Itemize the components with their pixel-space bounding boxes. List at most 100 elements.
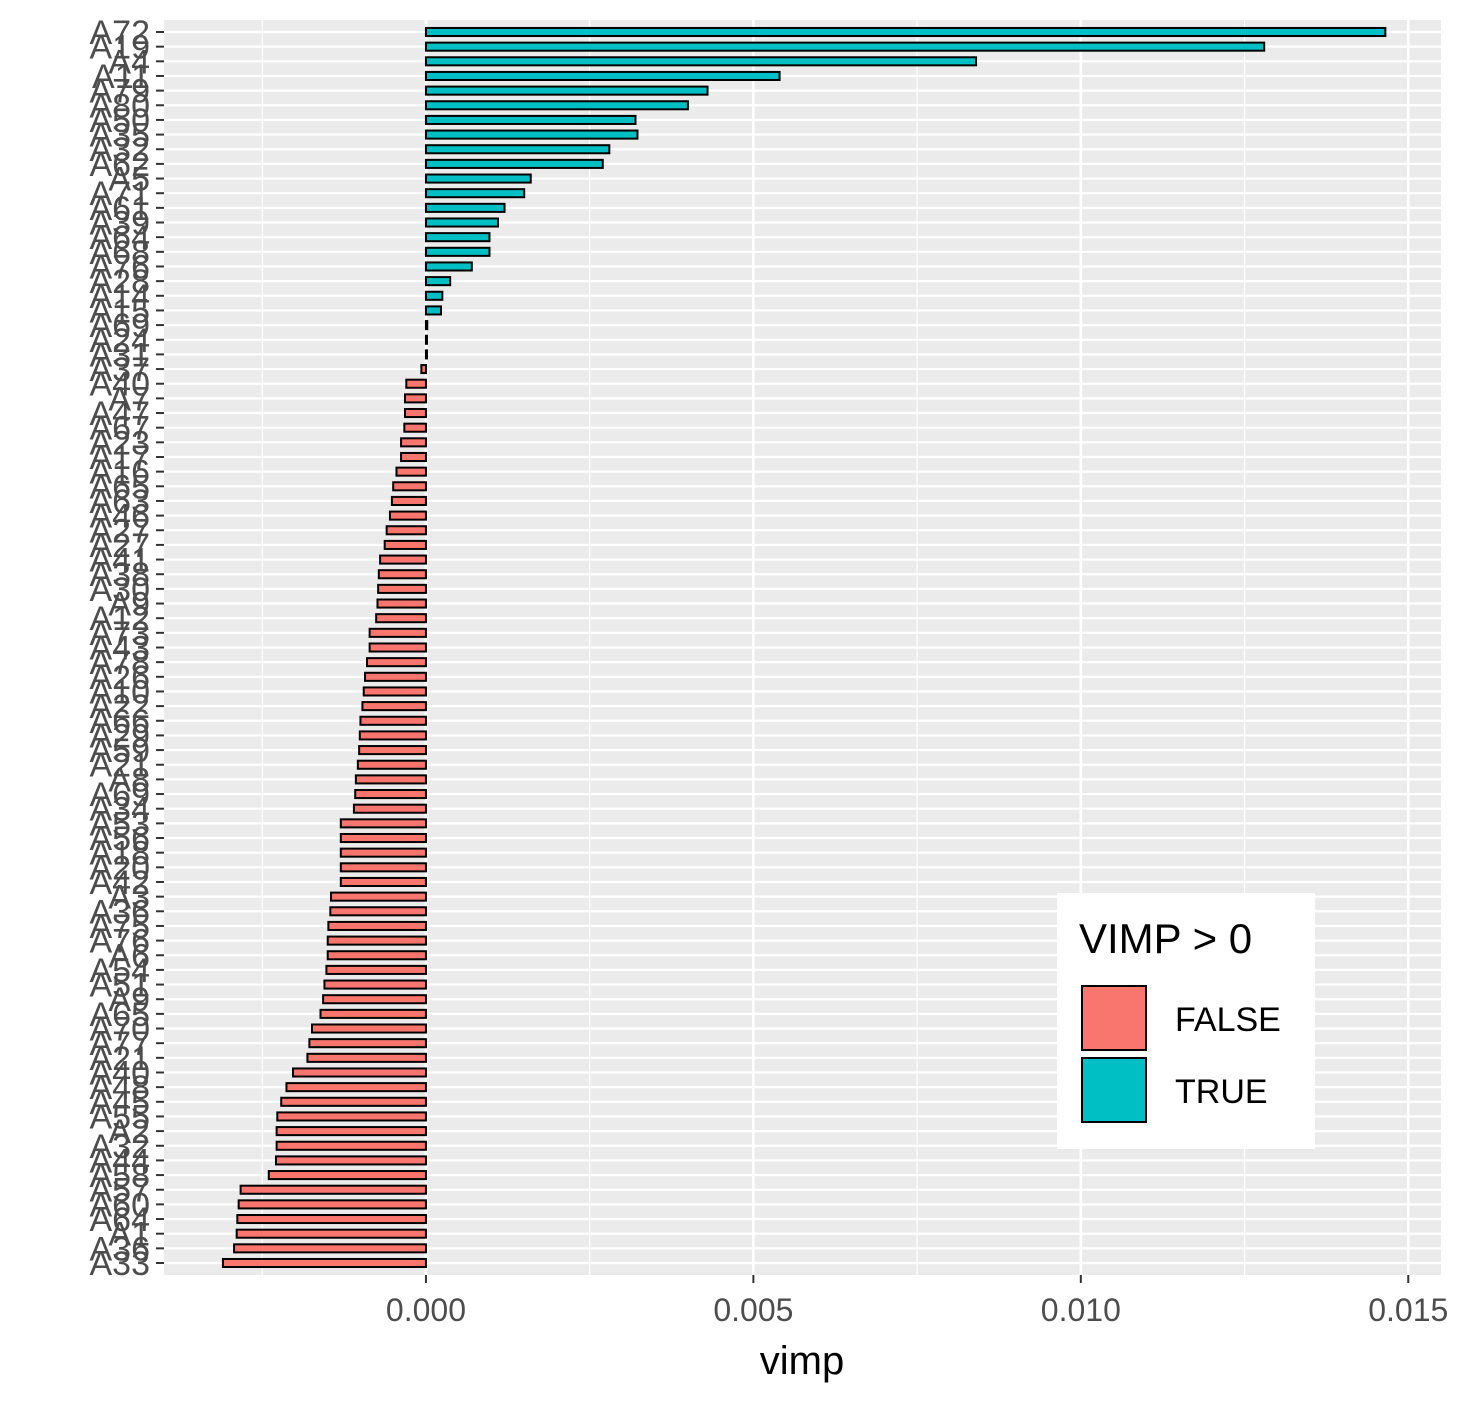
bar-a79-4 — [424, 85, 709, 96]
bar-a10-45 — [362, 686, 427, 697]
bar-a77-69 — [308, 1038, 427, 1049]
bar-a6-63 — [326, 950, 427, 961]
y-tick-label: A42 — [90, 864, 151, 902]
y-tick-label: A10 — [90, 673, 151, 711]
y-tick-label: A53 — [90, 805, 151, 843]
y-tick-label: A75 — [90, 908, 151, 946]
bar-a11-3 — [424, 70, 781, 81]
y-tick-label: A22 — [90, 688, 151, 726]
bar-a42-58 — [339, 876, 427, 888]
y-tick-label: A54 — [90, 952, 151, 990]
y-tick-label: A12 — [90, 600, 151, 638]
bar-a76-62 — [326, 935, 427, 946]
y-tick-label: A46 — [90, 498, 151, 536]
y-tick-label: A38 — [90, 556, 151, 594]
y-tick-label: A60 — [90, 1186, 151, 1224]
bar-a66-47 — [359, 715, 427, 726]
y-tick-label: A43 — [90, 630, 151, 668]
bar-a20-57 — [339, 862, 427, 873]
bar-a9-39 — [376, 598, 427, 609]
bar-a26-44 — [364, 671, 427, 682]
y-tick-label: A3 — [108, 879, 150, 917]
y-tick-label: A20 — [90, 849, 151, 887]
bar-a72-0 — [424, 26, 1387, 38]
bar-a68-15 — [424, 246, 491, 257]
bar-a4-2 — [424, 56, 978, 67]
y-tick-label: A47 — [90, 395, 151, 433]
y-tick-label: A16 — [90, 454, 151, 492]
bar-a32-8 — [424, 144, 611, 155]
y-tick-label: A30 — [90, 571, 151, 609]
bar-a29-48 — [358, 730, 427, 741]
bar-a61-12 — [424, 202, 506, 213]
y-tick-label: A65 — [90, 468, 151, 506]
bar-a1-82 — [235, 1228, 427, 1239]
bar-a23-28 — [400, 437, 427, 448]
y-axis-ticks: A72A19A4A11A79A80A50A35A32A62A5A71A61A39… — [90, 14, 164, 1283]
legend-label-false: FALSE — [1175, 1001, 1281, 1039]
y-tick-label: A55 — [90, 1098, 151, 1136]
y-tick-label: A77 — [90, 1025, 151, 1063]
x-axis-title: vimp — [760, 1339, 844, 1383]
y-tick-label: A65 — [90, 996, 151, 1034]
bar-a76-16 — [424, 261, 473, 272]
bar-a8-51 — [354, 774, 427, 785]
bar-a41-36 — [379, 554, 427, 565]
y-tick-label: A21 — [90, 1040, 151, 1078]
bar-a2-75 — [275, 1126, 427, 1137]
bar-a65-31 — [392, 481, 427, 492]
bar-a21-50 — [356, 759, 427, 770]
bar-a62-9 — [424, 158, 604, 169]
y-tick-label: A79 — [90, 73, 151, 111]
bar-a64-81 — [236, 1214, 427, 1225]
y-tick-label: A56 — [90, 820, 151, 858]
x-tick-label: 0.015 — [1368, 1292, 1448, 1328]
y-tick-label: A37 — [90, 351, 151, 389]
y-tick-label: A34 — [90, 791, 151, 829]
y-tick-label: A33 — [90, 1245, 151, 1283]
bar-a48-72 — [285, 1082, 427, 1093]
bar-a28-17 — [424, 276, 452, 287]
y-tick-label: A41 — [90, 542, 151, 580]
y-tick-label: A9 — [108, 981, 150, 1019]
bar-a50-6 — [424, 114, 637, 125]
bar-a9-66 — [322, 994, 427, 1005]
y-tick-label: A64 — [90, 1201, 151, 1239]
bar-a31-22 — [424, 349, 428, 360]
legend-title: VIMP > 0 — [1079, 915, 1253, 962]
bar-a33-84 — [221, 1257, 427, 1269]
bar-a58-78 — [267, 1170, 427, 1181]
y-tick-label: A14 — [90, 278, 151, 316]
bar-a7-25 — [403, 393, 427, 404]
bar-a71-11 — [424, 188, 526, 199]
bar-a36-83 — [233, 1243, 427, 1254]
bar-a40-71 — [292, 1067, 427, 1078]
y-tick-label: A1 — [108, 1216, 150, 1254]
bar-a16-30 — [395, 466, 427, 477]
legend-label-true: TRUE — [1175, 1073, 1268, 1111]
bar-a22-46 — [361, 701, 427, 712]
bar-a69-20 — [424, 320, 429, 331]
bar-a51-65 — [323, 979, 427, 990]
bar-a12-40 — [375, 613, 427, 624]
y-tick-label: A23 — [90, 424, 151, 462]
y-tick-label: A80 — [90, 87, 151, 125]
bars — [221, 26, 1387, 1269]
y-tick-label: A61 — [90, 190, 151, 228]
y-tick-label: A57 — [90, 1172, 151, 1210]
y-tick-label: A62 — [90, 146, 151, 184]
y-tick-label: A71 — [90, 175, 151, 213]
bar-a27-35 — [383, 539, 427, 550]
bar-a21-70 — [306, 1052, 427, 1063]
y-tick-label: A2 — [108, 1113, 150, 1151]
y-tick-label: A8 — [108, 761, 150, 799]
y-tick-label: A17 — [90, 439, 151, 477]
y-tick-label: A27 — [90, 512, 151, 550]
x-axis-ticks: 0.000 0.005 0.010 0.015 — [386, 1275, 1448, 1328]
y-tick-label: A67 — [90, 410, 151, 448]
y-tick-label: A48 — [90, 1069, 151, 1107]
bar-a64-14 — [424, 232, 491, 243]
y-tick-label: A32 — [90, 1128, 151, 1166]
y-tick-label: A32 — [90, 131, 151, 169]
